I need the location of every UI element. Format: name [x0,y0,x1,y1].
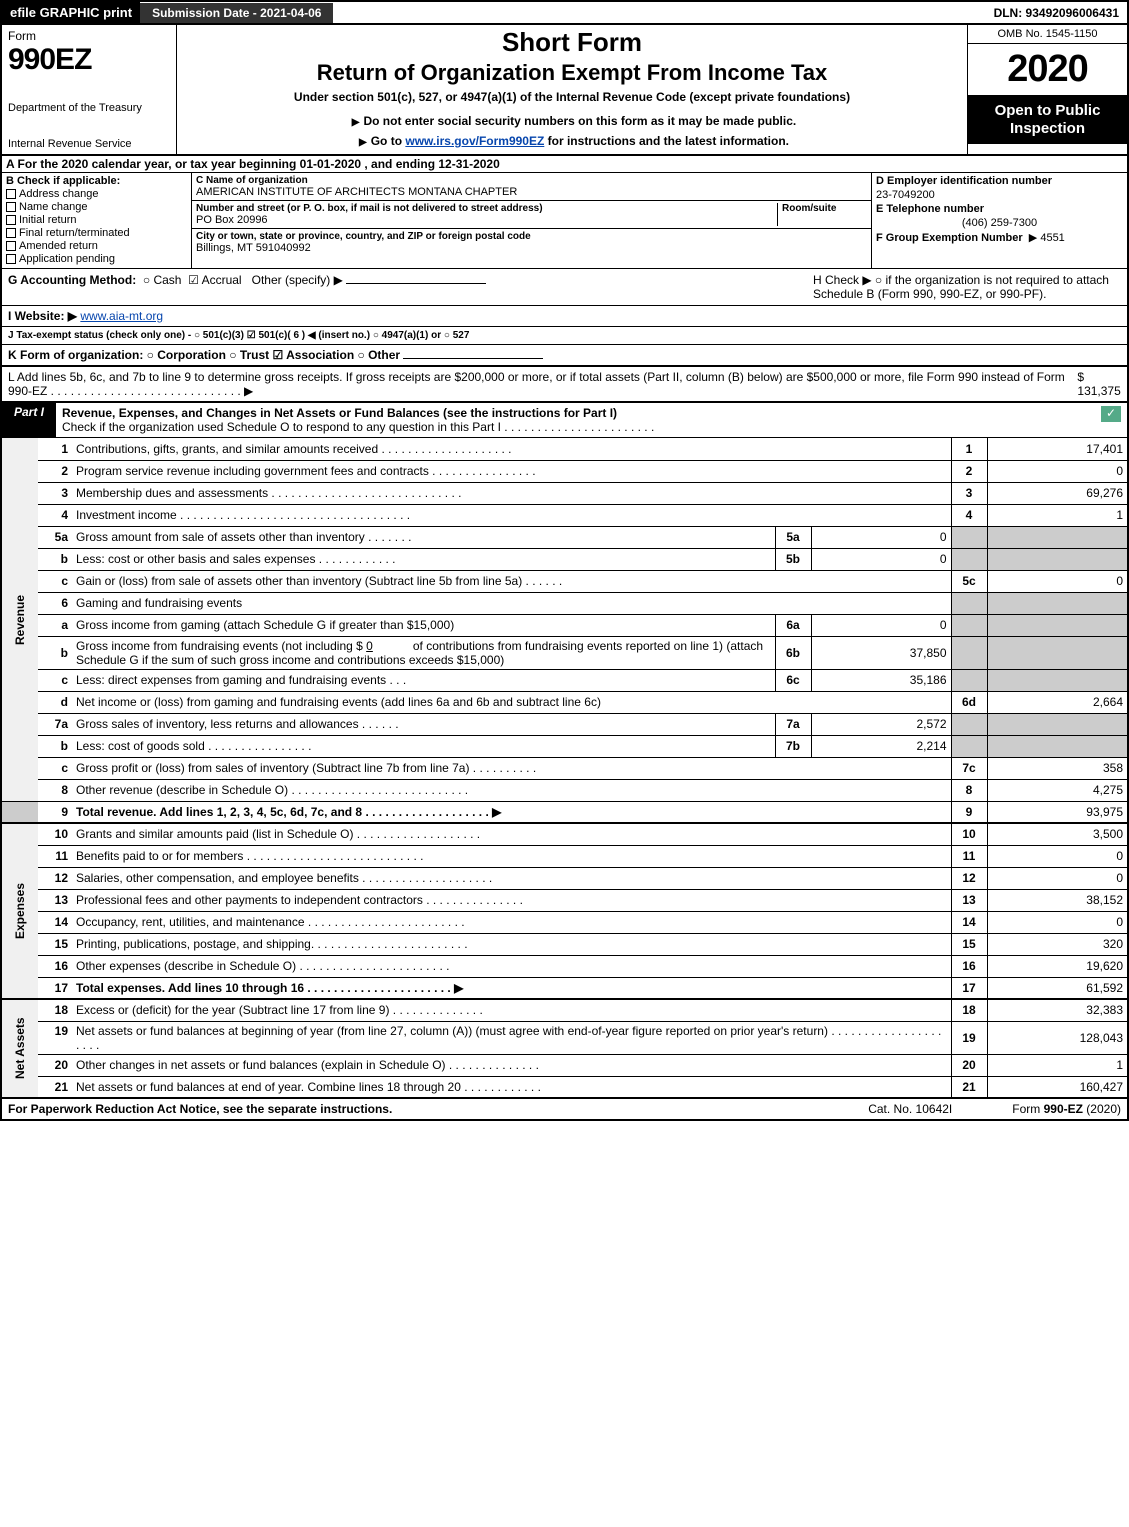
col-d: D Employer identification number 23-7049… [872,173,1127,268]
paperwork-notice: For Paperwork Reduction Act Notice, see … [8,1102,392,1116]
gh-row: G Accounting Method: ○ Cash ☑ Accrual Ot… [0,269,1129,306]
short-form-title: Short Form [183,27,961,58]
schedule-o-checkbox[interactable]: ✓ [1101,406,1121,422]
ssn-notice: Do not enter social security numbers on … [183,114,961,128]
footer: For Paperwork Reduction Act Notice, see … [0,1099,1129,1121]
org-address: PO Box 20996 [196,214,777,226]
catalog-number: Cat. No. 10642I [868,1102,952,1116]
form-footer: Form 990-EZ (2020) [1012,1102,1121,1116]
row-k: K Form of organization: ○ Corporation ○ … [0,345,1129,367]
row-l-text: L Add lines 5b, 6c, and 7b to line 9 to … [8,370,1074,398]
room-label: Room/suite [782,203,867,214]
section-a-period: A For the 2020 calendar year, or tax yea… [0,156,1129,173]
col-b-title: B Check if applicable: [6,175,187,187]
org-city: Billings, MT 591040992 [196,242,867,254]
form-word: Form [8,29,36,43]
row-l-amount: $ 131,375 [1077,370,1121,398]
h-text: H Check ▶ ○ if the organization is not r… [807,269,1127,305]
row-i: I Website: ▶ www.aia-mt.org [0,306,1129,327]
goto-line: Go to www.irs.gov/Form990EZ for instruct… [183,134,961,148]
ein-label: D Employer identification number [876,175,1123,187]
website-label: I Website: ▶ [8,309,77,323]
efile-label[interactable]: efile GRAPHIC print [2,2,140,23]
return-title: Return of Organization Exempt From Incom… [183,60,961,86]
form-header: Form 990EZ Department of the Treasury In… [0,25,1129,156]
open-inspection: Open to Public Inspection [968,96,1127,144]
checkbox-amended-return[interactable] [6,241,16,251]
irs-link[interactable]: www.irs.gov/Form990EZ [405,134,544,148]
omb-number: OMB No. 1545-1150 [968,25,1127,44]
col-b: B Check if applicable: Address change Na… [2,173,192,268]
net-assets-side-label: Net Assets [2,999,38,1098]
org-name-label: C Name of organization [196,175,867,186]
checkbox-name-change[interactable] [6,202,16,212]
row-j: J Tax-exempt status (check only one) - ○… [0,327,1129,345]
checkbox-address-change[interactable] [6,189,16,199]
website-link[interactable]: www.aia-mt.org [80,309,163,323]
part1-check: Check if the organization used Schedule … [62,420,1095,434]
part1-label: Part I [2,403,56,437]
city-label: City or town, state or province, country… [196,231,867,242]
form-number: 990EZ [8,43,170,77]
form-of-org: K Form of organization: ○ Corporation ○ … [8,348,400,362]
row-l: L Add lines 5b, 6c, and 7b to line 9 to … [0,367,1129,403]
dept-irs: Internal Revenue Service [8,138,170,150]
dln-label: DLN: 93492096006431 [986,3,1127,23]
group-value: 4551 [1040,232,1064,244]
ein-value: 23-7049200 [876,189,1123,201]
addr-label: Number and street (or P. O. box, if mail… [196,203,777,214]
tax-year: 2020 [968,44,1127,96]
checkbox-application-pending[interactable] [6,254,16,264]
checkbox-initial-return[interactable] [6,215,16,225]
financial-table: Revenue 1 Contributions, gifts, grants, … [0,438,1129,1099]
part1-title: Revenue, Expenses, and Changes in Net As… [62,406,1095,420]
submission-date: Submission Date - 2021-04-06 [140,3,333,23]
tax-exempt-status: J Tax-exempt status (check only one) - ○… [8,330,469,341]
checkbox-final-return[interactable] [6,228,16,238]
bcd-row: B Check if applicable: Address change Na… [0,173,1129,269]
tel-value: (406) 259-7300 [876,217,1123,229]
tel-label: E Telephone number [876,203,1123,215]
expenses-side-label: Expenses [2,823,38,999]
revenue-side-label: Revenue [2,438,38,801]
dept-treasury: Department of the Treasury [8,102,170,114]
col-c: C Name of organization AMERICAN INSTITUT… [192,173,872,268]
g-label: G Accounting Method: [8,273,136,287]
org-name: AMERICAN INSTITUTE OF ARCHITECTS MONTANA… [196,186,867,198]
group-label: F Group Exemption Number [876,232,1023,244]
under-section: Under section 501(c), 527, or 4947(a)(1)… [183,90,961,104]
top-bar: efile GRAPHIC print Submission Date - 20… [0,0,1129,25]
part1-header: Part I Revenue, Expenses, and Changes in… [0,403,1129,438]
